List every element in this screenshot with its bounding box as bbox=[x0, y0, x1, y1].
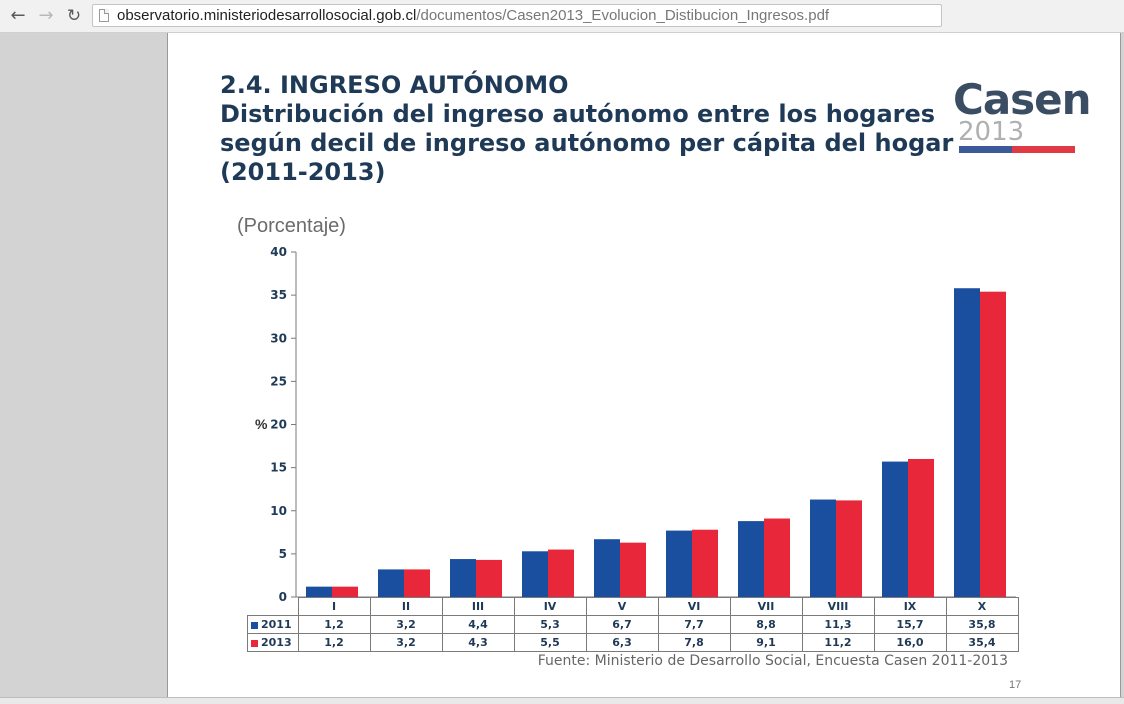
data-table: I II III IV V VI VII VIII IX X 2011 1,2 3,2 4,4 5,3 6,7… bbox=[247, 597, 1019, 652]
y-tick-label: 25 bbox=[270, 374, 287, 388]
data-label: 4,4 bbox=[441, 615, 515, 634]
series-label: 2013 bbox=[247, 633, 299, 652]
legend-swatch bbox=[251, 621, 258, 629]
bottom-scroll-strip bbox=[0, 697, 1124, 704]
browser-toolbar: ← → ↻ observatorio.ministeriodesarrollos… bbox=[0, 0, 1124, 33]
data-label: 11,2 bbox=[801, 633, 875, 652]
logo-stripe-blue bbox=[959, 146, 1012, 153]
bar-2013-V bbox=[620, 542, 646, 597]
bar-2011-IV bbox=[522, 551, 548, 597]
category-label: I bbox=[297, 597, 371, 616]
bar-2013-III bbox=[476, 559, 502, 597]
table-header-row: I II III IV V VI VII VIII IX X bbox=[247, 597, 1019, 616]
page-icon bbox=[99, 9, 109, 22]
slide-heading: 2.4. INGRESO AUTÓNOMO Distribución del i… bbox=[220, 71, 953, 187]
arrow-left-icon[interactable]: ← bbox=[10, 5, 26, 26]
title-line-2: según decil de ingreso autónomo per cápi… bbox=[220, 129, 954, 157]
bar-2013-IV bbox=[548, 549, 574, 597]
data-label: 35,8 bbox=[945, 615, 1019, 634]
bar-2013-I bbox=[332, 586, 358, 597]
legend-swatch bbox=[251, 639, 258, 647]
y-tick-label: 5 bbox=[279, 547, 287, 561]
bar-2011-X bbox=[954, 288, 980, 597]
casen-logo-word: Casen bbox=[953, 75, 1092, 124]
bar-2011-VIII bbox=[810, 499, 836, 597]
reload-icon[interactable]: ↻ bbox=[66, 6, 82, 26]
y-tick-label: 0 bbox=[279, 590, 287, 604]
bar-2013-II bbox=[404, 569, 430, 597]
series-label: 2011 bbox=[247, 615, 299, 634]
url-text[interactable]: observatorio.ministeriodesarrollosocial.… bbox=[117, 7, 829, 24]
y-tick-label: 10 bbox=[270, 504, 287, 518]
y-tick-label: 15 bbox=[270, 461, 287, 475]
category-label: VIII bbox=[801, 597, 875, 616]
data-label: 6,7 bbox=[585, 615, 659, 634]
bar-2011-VII bbox=[738, 521, 764, 597]
table-row: 2011 1,2 3,2 4,4 5,3 6,7 7,7 8,8 11,3 15,7 35,8 bbox=[247, 615, 1019, 634]
arrow-right-icon[interactable]: → bbox=[38, 5, 54, 26]
logo-stripe-red bbox=[1012, 146, 1075, 153]
data-label: 16,0 bbox=[873, 633, 947, 652]
bar-2011-II bbox=[378, 569, 404, 597]
data-label: 3,2 bbox=[369, 615, 443, 634]
bar-2011-III bbox=[450, 559, 476, 597]
url-path: /documentos/Casen2013_Evolucion_Distibuc… bbox=[416, 7, 830, 24]
page-number: 17 bbox=[1009, 679, 1022, 691]
title-line-3: (2011-2013) bbox=[220, 158, 386, 186]
table-corner bbox=[247, 597, 299, 616]
bar-2011-V bbox=[594, 539, 620, 597]
bar-chart: 0 5 10 15 20 25 30 35 40 bbox=[270, 245, 1016, 604]
section-title: 2.4. INGRESO AUTÓNOMO bbox=[220, 71, 569, 99]
source-note: Fuente: Ministerio de Desarrollo Social,… bbox=[537, 653, 1008, 669]
data-label: 3,2 bbox=[369, 633, 443, 652]
bar-2011-IX bbox=[882, 461, 908, 597]
y-axis-label: % bbox=[255, 416, 268, 432]
pdf-page: 2.4. INGRESO AUTÓNOMO Distribución del i… bbox=[167, 33, 1121, 697]
data-label: 7,8 bbox=[657, 633, 731, 652]
bar-2011-I bbox=[306, 586, 332, 597]
data-label: 1,2 bbox=[297, 615, 371, 634]
category-label: IX bbox=[873, 597, 947, 616]
series-name: 2013 bbox=[261, 636, 292, 649]
url-host: observatorio.ministeriodesarrollosocial.… bbox=[117, 7, 417, 24]
data-label: 11,3 bbox=[801, 615, 875, 634]
bar-2013-VIII bbox=[836, 500, 862, 597]
data-label: 15,7 bbox=[873, 615, 947, 634]
casen-logo-year: 2013 bbox=[958, 117, 1025, 147]
category-label: III bbox=[441, 597, 515, 616]
data-label: 4,3 bbox=[441, 633, 515, 652]
unit-label: (Porcentaje) bbox=[237, 215, 346, 237]
data-label: 9,1 bbox=[729, 633, 803, 652]
data-label: 35,4 bbox=[945, 633, 1019, 652]
y-tick-label: 40 bbox=[270, 245, 287, 259]
title-line-1: Distribución del ingreso autónomo entre … bbox=[220, 100, 936, 128]
bar-2013-IX bbox=[908, 459, 934, 597]
category-label: IV bbox=[513, 597, 587, 616]
data-label: 5,5 bbox=[513, 633, 587, 652]
category-label: VII bbox=[729, 597, 803, 616]
category-label: VI bbox=[657, 597, 731, 616]
bar-2013-VI bbox=[692, 529, 718, 597]
address-bar[interactable]: observatorio.ministeriodesarrollosocial.… bbox=[92, 4, 942, 27]
series-name: 2011 bbox=[261, 618, 292, 631]
data-label: 6,3 bbox=[585, 633, 659, 652]
data-label: 7,7 bbox=[657, 615, 731, 634]
data-label: 5,3 bbox=[513, 615, 587, 634]
y-tick-label: 35 bbox=[270, 288, 287, 302]
category-label: II bbox=[369, 597, 443, 616]
bar-2013-VII bbox=[764, 518, 790, 597]
y-tick-label: 30 bbox=[270, 331, 287, 345]
bar-2013-X bbox=[980, 291, 1006, 597]
data-label: 1,2 bbox=[297, 633, 371, 652]
data-label: 8,8 bbox=[729, 615, 803, 634]
y-tick-label: 20 bbox=[270, 418, 287, 432]
table-row: 2013 1,2 3,2 4,3 5,5 6,3 7,8 9,1 11,2 16,0 35,4 bbox=[247, 633, 1019, 652]
bar-2011-VI bbox=[666, 530, 692, 597]
category-label: V bbox=[585, 597, 659, 616]
category-label: X bbox=[945, 597, 1019, 616]
